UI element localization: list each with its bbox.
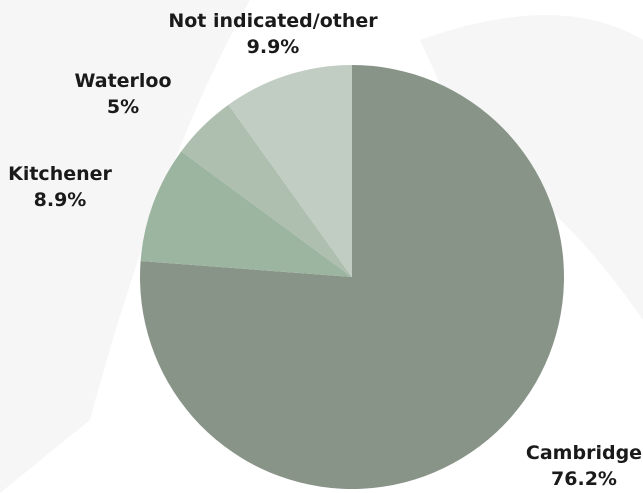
slice-label-waterloo: Waterloo bbox=[74, 70, 171, 92]
pie-slice-cambridge bbox=[140, 65, 564, 489]
pie-slice-not-indicated-other bbox=[228, 65, 352, 277]
slice-label-cambridge: Cambridge bbox=[526, 442, 642, 464]
pie-slice-kitchener bbox=[140, 151, 352, 277]
pie-slices bbox=[140, 65, 564, 489]
pie-slice-waterloo bbox=[181, 104, 352, 278]
slice-label-not-indicated-other: Not indicated/other bbox=[168, 10, 378, 32]
slice-value-waterloo: 5% bbox=[107, 96, 139, 118]
slice-value-cambridge: 76.2% bbox=[551, 468, 617, 490]
pie-labels: Cambridge 76.2% Kitchener 8.9% Waterloo 5% Not… bbox=[8, 10, 642, 490]
slice-value-not-indicated-other: 9.9% bbox=[247, 36, 300, 58]
slice-label-kitchener: Kitchener bbox=[8, 163, 112, 185]
slice-value-kitchener: 8.9% bbox=[34, 189, 87, 211]
